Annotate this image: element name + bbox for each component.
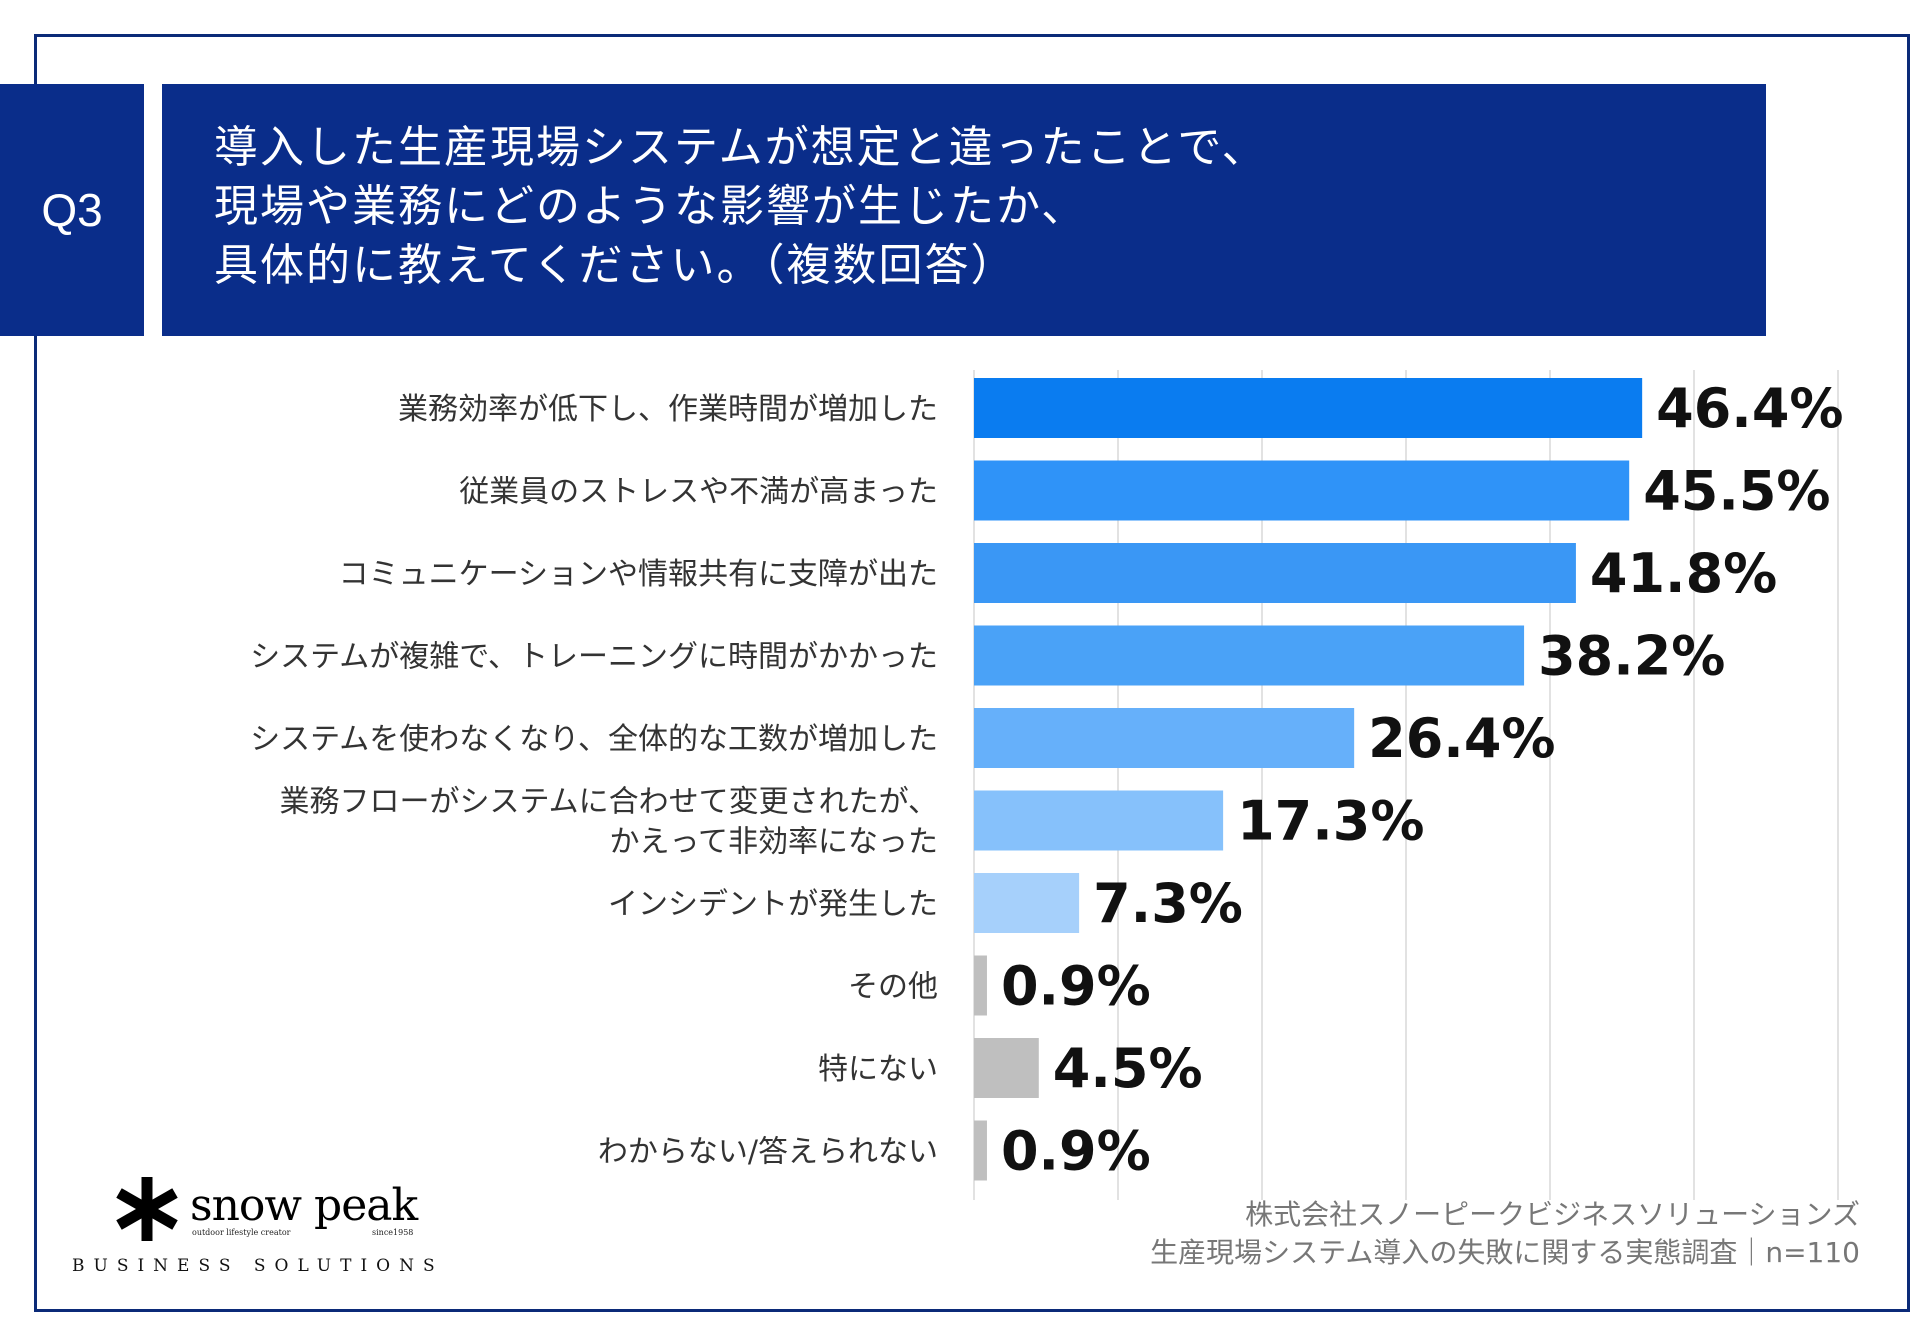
data-label: 17.3% (1237, 790, 1424, 853)
question-line-2: 現場や業務にどのような影響が生じたか、 (214, 181, 1088, 232)
source-survey: 生産現場システム導入の失敗に関する実態調査｜n=110 (1150, 1236, 1860, 1269)
category-label: わからない/答えられない (598, 1135, 938, 1170)
category-label: かえって非効率になった (610, 825, 939, 860)
logo-subtitle: BUSINESS SOLUTIONS (72, 1256, 444, 1276)
data-label: 46.4% (1656, 377, 1843, 440)
question-number-badge: Q3 (0, 84, 144, 336)
category-label: インシデントが発生した (608, 887, 938, 922)
bar (974, 1120, 987, 1181)
bar (974, 543, 1576, 603)
category-label: コミュニケーションや情報共有に支障が出た (339, 557, 938, 592)
bar (974, 873, 1080, 933)
logo-tagline: outdoor lifestyle creator (192, 1228, 291, 1237)
data-label: 38.2% (1538, 625, 1725, 688)
question-line-3: 具体的に教えてください。（複数回答） (214, 240, 1017, 291)
question-line-1: 導入した生産現場システムが想定と違ったことで、 (214, 122, 1268, 173)
category-label: その他 (848, 970, 938, 1005)
data-label: 0.9% (1001, 955, 1151, 1018)
category-label: 業務フローがシステムに合わせて変更されたが、 (280, 785, 939, 820)
snowflake-asterisk-icon (116, 1177, 178, 1241)
category-label: システムが複雑で、トレーニングに時間がかかった (250, 640, 938, 675)
bar (974, 708, 1355, 768)
source-note: 株式会社スノーピークビジネスソリューションズ 生産現場システム導入の失敗に関する… (1150, 1196, 1860, 1272)
data-label: 0.9% (1001, 1120, 1151, 1183)
bar (974, 460, 1630, 521)
category-label: 業務効率が低下し、作業時間が増加した (398, 392, 938, 427)
category-label: 特にない (818, 1052, 938, 1087)
bar (974, 790, 1224, 851)
source-company: 株式会社スノーピークビジネスソリューションズ (1245, 1198, 1860, 1231)
data-label: 4.5% (1053, 1037, 1203, 1100)
data-label: 41.8% (1590, 542, 1777, 605)
logo-wordmark: snow peak (190, 1180, 418, 1231)
outer-frame (34, 34, 1910, 1312)
bar (974, 955, 987, 1016)
question-title-box: 導入した生産現場システムが想定と違ったことで、 現場や業務にどのような影響が生じ… (162, 84, 1766, 336)
logo-since: since1958 (372, 1228, 414, 1237)
bar (974, 378, 1643, 438)
category-label: 従業員のストレスや不満が高まった (459, 475, 938, 510)
bar (974, 625, 1525, 686)
company-logo: snow peak outdoor lifestyle creator sinc… (72, 1172, 452, 1276)
data-label: 26.4% (1368, 707, 1555, 770)
category-label: システムを使わなくなり、全体的な工数が増加した (250, 722, 938, 757)
data-label: 7.3% (1093, 872, 1243, 935)
bar (974, 1038, 1039, 1098)
data-label: 45.5% (1643, 460, 1830, 523)
bar-chart: 46.4% 業務効率が低下し、作業時間が増加した 45.5% 従業員のストレスや不満が… (250, 370, 1844, 1200)
